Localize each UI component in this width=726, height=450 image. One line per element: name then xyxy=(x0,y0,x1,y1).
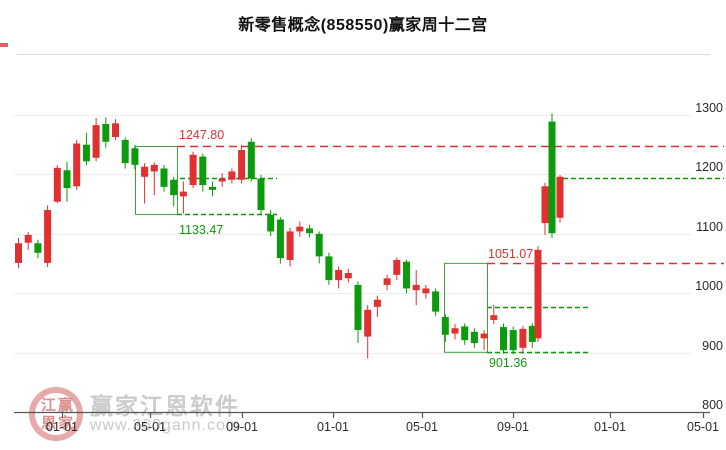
brand-logo-icon: 江 赢 恩 家 xyxy=(29,387,83,441)
candle-body xyxy=(441,316,449,335)
candle-body xyxy=(325,256,333,281)
candle-body xyxy=(276,219,284,259)
candle-body xyxy=(15,243,22,263)
candle-body xyxy=(112,123,119,137)
candle-body xyxy=(422,288,430,294)
candle-body xyxy=(189,154,197,186)
x-axis-tick-label: 01-01 xyxy=(317,420,349,434)
y-axis-tick-label: 1000 xyxy=(695,279,723,293)
candle-body xyxy=(534,249,542,339)
candle-body xyxy=(393,259,401,275)
candle-body xyxy=(199,156,207,186)
candle-body xyxy=(179,191,187,197)
candle-body xyxy=(160,168,168,187)
candle-body xyxy=(150,164,158,172)
logo-char: 恩 xyxy=(41,415,57,432)
y-axis-tick-label: 1200 xyxy=(695,160,723,174)
candle-body xyxy=(209,186,216,190)
candle-body xyxy=(373,299,381,307)
x-axis-tick-label: 01-01 xyxy=(594,420,626,434)
candle-body xyxy=(82,144,90,162)
candle-body xyxy=(509,330,517,351)
candle-body xyxy=(73,143,81,187)
candle-body xyxy=(480,333,488,339)
candle-body xyxy=(315,233,323,257)
price-annotation-label: 901.36 xyxy=(489,356,527,370)
candle-body xyxy=(44,210,52,263)
candle-body xyxy=(257,178,265,211)
logo-char: 赢 xyxy=(58,397,74,414)
candle-body xyxy=(470,331,478,344)
candle-body xyxy=(364,309,372,337)
candle-body xyxy=(296,226,304,232)
candle-body xyxy=(121,139,129,164)
price-annotation-label: 1133.47 xyxy=(179,223,223,237)
candle-body xyxy=(500,327,507,351)
candle-body xyxy=(53,167,61,202)
header-divider xyxy=(17,54,710,55)
x-axis-tick-label: 09-01 xyxy=(497,420,529,434)
candle-body xyxy=(432,291,440,312)
candle-body xyxy=(306,228,313,234)
candle-body xyxy=(451,328,459,334)
candle-body xyxy=(412,284,420,291)
candle-body xyxy=(247,141,255,179)
logo-char: 家 xyxy=(58,415,74,432)
candle-body xyxy=(541,186,549,224)
candle-body xyxy=(490,315,498,320)
x-axis-tick-label: 01-01 xyxy=(46,420,78,434)
corner-marker xyxy=(0,43,8,47)
candle-body xyxy=(383,278,391,285)
gann-box xyxy=(135,146,178,215)
watermark-brand-text: 赢家江恩软件 xyxy=(90,393,240,419)
price-annotation-label: 1051.07 xyxy=(488,247,533,261)
candle-body xyxy=(461,326,469,341)
y-axis-tick-label: 1300 xyxy=(695,101,723,115)
logo-char: 江 xyxy=(41,397,57,414)
x-axis-tick-label: 05-01 xyxy=(134,420,166,434)
price-annotation-label: 1247.80 xyxy=(179,128,224,142)
y-axis-tick-label: 900 xyxy=(702,339,723,353)
candle-body xyxy=(102,123,110,142)
candle-body xyxy=(335,270,343,281)
x-axis-tick-label: 09-01 xyxy=(226,420,258,434)
candle-body xyxy=(131,148,139,165)
watermark-url-text: www.360gann.com xyxy=(90,417,241,434)
candle-body xyxy=(63,170,71,189)
candle-body xyxy=(34,243,42,253)
y-axis-tick-label: 1100 xyxy=(696,220,723,234)
x-axis-tick-label: 05-01 xyxy=(687,420,719,434)
candle-body xyxy=(218,178,226,182)
candle-body xyxy=(238,150,246,180)
candle-body xyxy=(267,214,275,232)
candle-body xyxy=(141,166,149,177)
candle-body xyxy=(519,328,527,348)
y-axis-tick-label: 800 xyxy=(702,398,723,412)
candle-body xyxy=(228,171,236,180)
candle-body xyxy=(354,284,362,331)
candle-body xyxy=(344,273,352,279)
page-title: 新零售概念(858550)赢家周十二宫 xyxy=(238,17,488,34)
candle-body xyxy=(556,176,564,218)
candle-body xyxy=(24,234,32,243)
candle-body xyxy=(286,231,294,260)
candle-body xyxy=(92,125,100,158)
candle-body xyxy=(403,261,410,289)
candle-body xyxy=(170,179,178,196)
candle-body xyxy=(548,121,556,234)
candle-body xyxy=(528,325,536,342)
x-axis-tick-label: 05-01 xyxy=(406,420,438,434)
